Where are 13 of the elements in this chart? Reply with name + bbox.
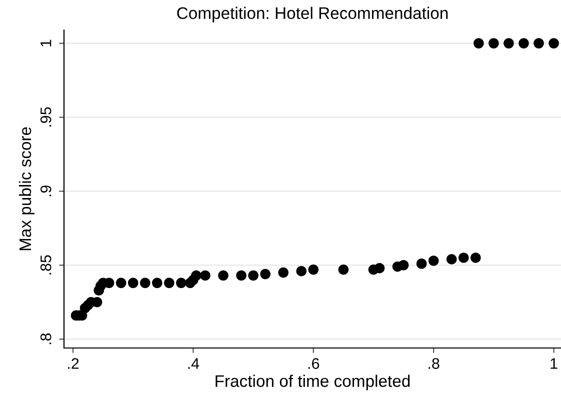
- y-axis-title: Max public score: [18, 127, 34, 250]
- x-axis-title: Fraction of time completed: [216, 374, 410, 390]
- y-tick-label: .8: [40, 333, 52, 344]
- x-tick-label: .6: [308, 358, 320, 369]
- y-tick-label: .85: [40, 255, 52, 274]
- y-tick-label: .9: [40, 186, 52, 196]
- chart-title: Competition: Hotel Recommendation: [177, 6, 448, 22]
- y-tick-label: 1: [40, 40, 52, 46]
- y-tick-label: .95: [40, 107, 52, 126]
- x-tick-label: .4: [188, 358, 200, 369]
- x-tick-label: .2: [68, 358, 79, 369]
- x-tick-label: 1: [550, 358, 558, 369]
- x-tick-label: .8: [428, 358, 440, 369]
